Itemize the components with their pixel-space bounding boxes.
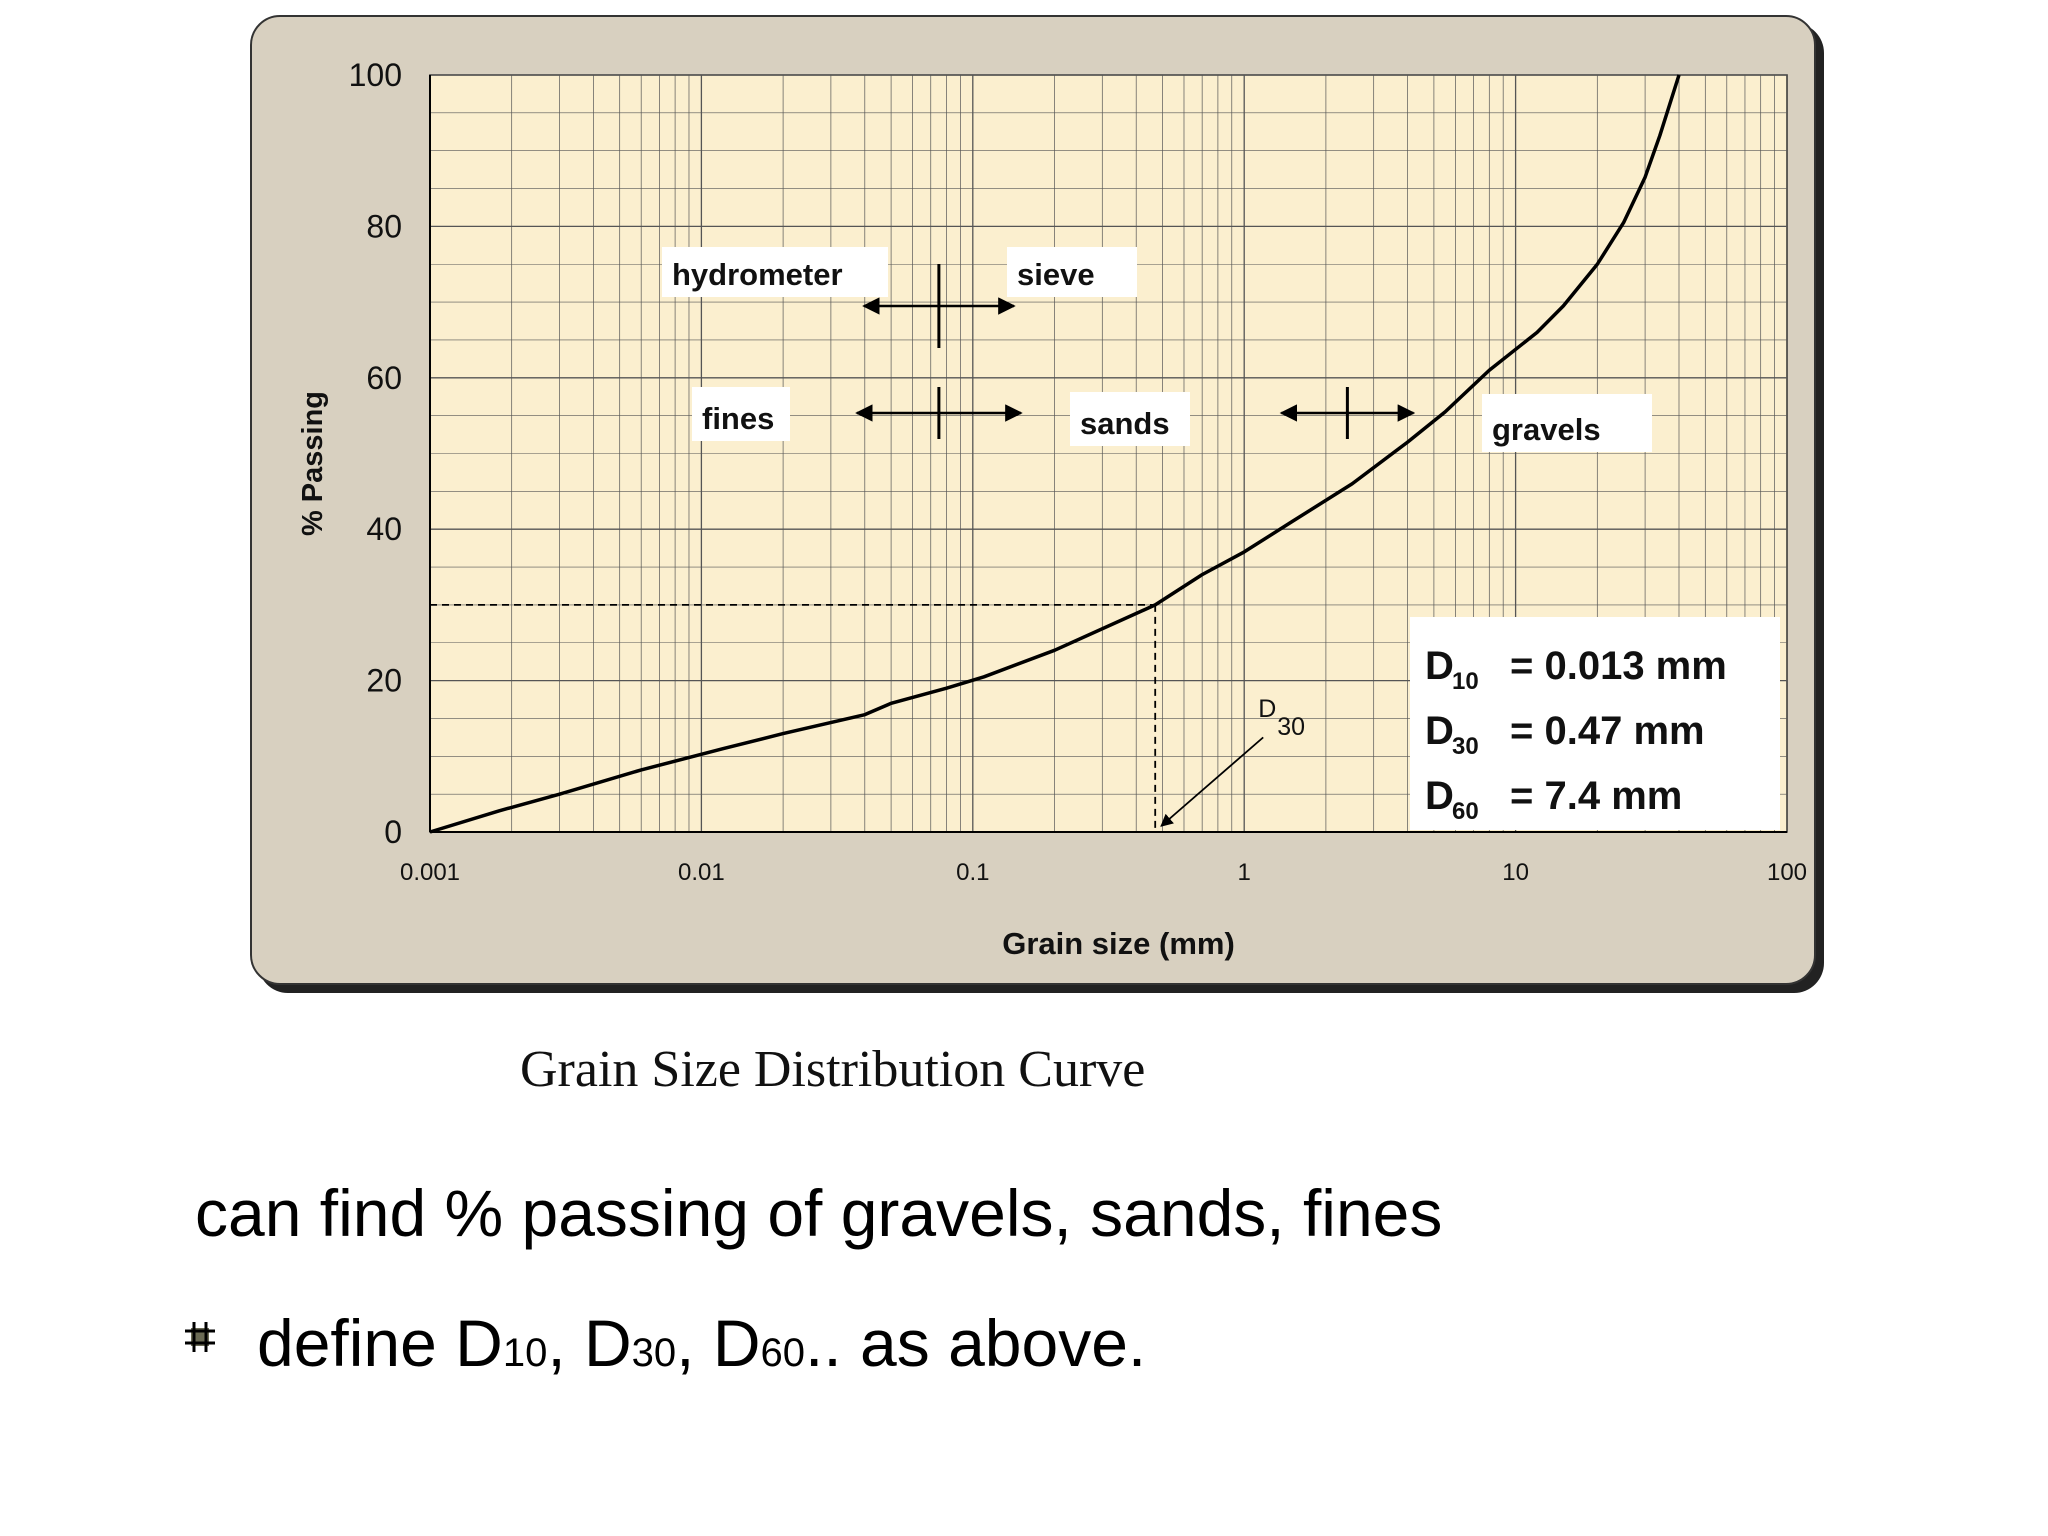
results-box xyxy=(1410,617,1780,830)
fines-label: fines xyxy=(702,401,774,436)
result-sub: 30 xyxy=(1452,733,1479,760)
d30-label: D xyxy=(1258,695,1276,723)
y-tick-label: 40 xyxy=(366,511,402,547)
result-value: = 0.013 mm xyxy=(1510,644,1727,688)
define-suffix: .. as above. xyxy=(805,1306,1147,1380)
distribution-curve xyxy=(429,74,1681,834)
result-value: = 7.4 mm xyxy=(1510,774,1682,818)
fines-box xyxy=(692,387,790,441)
define-sub-60: 60 xyxy=(760,1331,806,1375)
sands-label: sands xyxy=(1080,406,1170,441)
result-value: = 0.47 mm xyxy=(1510,709,1705,753)
result-sub: 10 xyxy=(1452,668,1479,695)
x-axis-label: Grain size (mm) xyxy=(1002,926,1235,961)
chart-caption: Grain Size Distribution Curve xyxy=(520,1041,1146,1098)
hydrometer-box xyxy=(662,247,888,297)
grain-size-chart: 0 20 40 60 80 100 0.001 0.01 0.1 1 10 100 Grain size… xyxy=(297,57,1807,961)
define-sub-10: 10 xyxy=(502,1331,548,1375)
bullet-text-1: can find % passing of gravels, sands, fi… xyxy=(195,1176,1443,1250)
x-tick-label: 0.01 xyxy=(678,859,725,886)
gravels-box xyxy=(1482,394,1652,452)
sands-box xyxy=(1070,392,1190,446)
result-label: D xyxy=(1425,709,1454,753)
chart-frame: 0 20 40 60 80 100 0.001 0.01 0.1 1 10 100 Grain size… xyxy=(250,15,1816,985)
gravels-label: gravels xyxy=(1492,412,1601,447)
bullet-text-2: define D 10, D 30, D 60.. as above. xyxy=(185,1305,1146,1381)
y-tick-label: 80 xyxy=(366,208,402,244)
d30-label-sub: 30 xyxy=(1277,713,1305,741)
define-sep-1: , D xyxy=(547,1306,632,1380)
y-tick-label: 60 xyxy=(366,360,402,396)
sieve-label: sieve xyxy=(1017,257,1095,292)
result-label: D xyxy=(1425,644,1454,688)
y-tick-label: 20 xyxy=(366,663,402,699)
y-axis-label: % Passing xyxy=(297,391,329,536)
define-sep-2: , D xyxy=(676,1306,761,1380)
x-tick-label: 10 xyxy=(1502,859,1529,886)
x-tick-label: 1 xyxy=(1238,859,1251,886)
hydrometer-label: hydrometer xyxy=(672,257,843,292)
sieve-box xyxy=(1007,247,1137,297)
x-tick-label: 0.1 xyxy=(956,859,989,886)
result-label: D xyxy=(1425,774,1454,818)
result-sub: 60 xyxy=(1452,798,1479,825)
bullet-icon xyxy=(185,1322,215,1352)
d30-pointer-arrow xyxy=(1160,736,1264,827)
x-tick-label: 100 xyxy=(1767,859,1807,886)
y-tick-label: 100 xyxy=(349,57,402,93)
define-prefix: define D xyxy=(257,1306,503,1380)
y-tick-label: 0 xyxy=(384,814,402,850)
define-sub-30: 30 xyxy=(631,1331,677,1375)
x-tick-label: 0.001 xyxy=(400,859,460,886)
